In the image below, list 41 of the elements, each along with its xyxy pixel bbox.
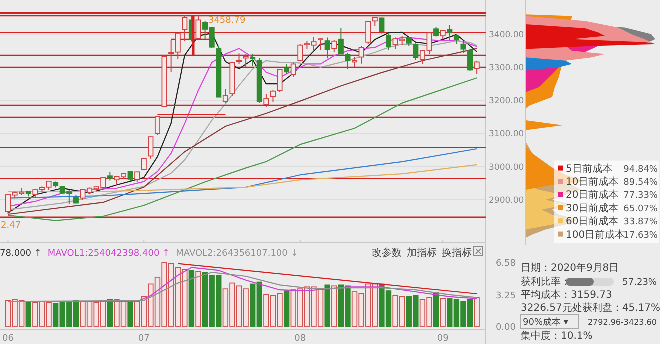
x-tick-label: 09	[437, 334, 450, 344]
legend-label: 20日前成本	[566, 189, 619, 202]
y-tick-label: 3300.00	[489, 64, 524, 74]
annotation: 94.84%	[624, 164, 658, 175]
text: 2792.96-3423.60	[588, 318, 657, 327]
legend-label: 100日前成本	[566, 228, 626, 241]
y-tick-label: 3.25	[496, 291, 516, 302]
legend-label: 30日前成本	[566, 202, 619, 214]
x-tick-label: 06	[2, 334, 14, 344]
text: 3226.57元处获利盘：45.17%	[521, 302, 660, 314]
text: 改参数	[372, 247, 402, 259]
annotation: 89.54%	[624, 178, 658, 188]
legend-label: 10日前成本	[566, 176, 619, 188]
y-tick-label: 3400.00	[489, 30, 524, 40]
annotation: 17.63%	[624, 230, 658, 241]
y-tick-label: 3200.00	[489, 96, 524, 107]
y-tick-label: 3000.00	[489, 162, 524, 173]
text: 90%成本 ▾	[523, 317, 569, 328]
text: 57.23%	[622, 278, 658, 288]
annotation: 65.07%	[624, 204, 658, 214]
y-tick-label: 2900.00	[489, 196, 524, 206]
text: 换指标	[442, 247, 472, 259]
annotation: 77.33%	[624, 191, 658, 202]
annotation: 2.47	[1, 220, 22, 231]
text: 加指标	[407, 247, 437, 259]
annotation: 3458.79	[208, 16, 246, 26]
text: 平均成本：3159.73	[521, 289, 612, 301]
text: 获利比率：	[521, 276, 571, 288]
y-tick-label: 6.58	[496, 259, 516, 270]
text: 日期：2020年9月8日	[521, 262, 620, 274]
x-tick-label: 08	[294, 334, 306, 344]
legend-label: 60日前成本	[566, 216, 619, 228]
y-tick-label: 0.00	[496, 323, 516, 333]
text: 集中度：10.1%	[521, 330, 593, 342]
x-tick-label: 07	[138, 334, 150, 344]
legend-label: 5日前成本	[566, 162, 612, 175]
text: MAVOL1:254042398.400 ↑	[48, 249, 170, 259]
y-tick-label: 3100.00	[489, 130, 524, 140]
annotation: 33.87%	[624, 218, 658, 228]
text: MAVOL2:264356107.100 ↓	[176, 249, 298, 259]
text: 78.000 ↑	[0, 249, 42, 259]
